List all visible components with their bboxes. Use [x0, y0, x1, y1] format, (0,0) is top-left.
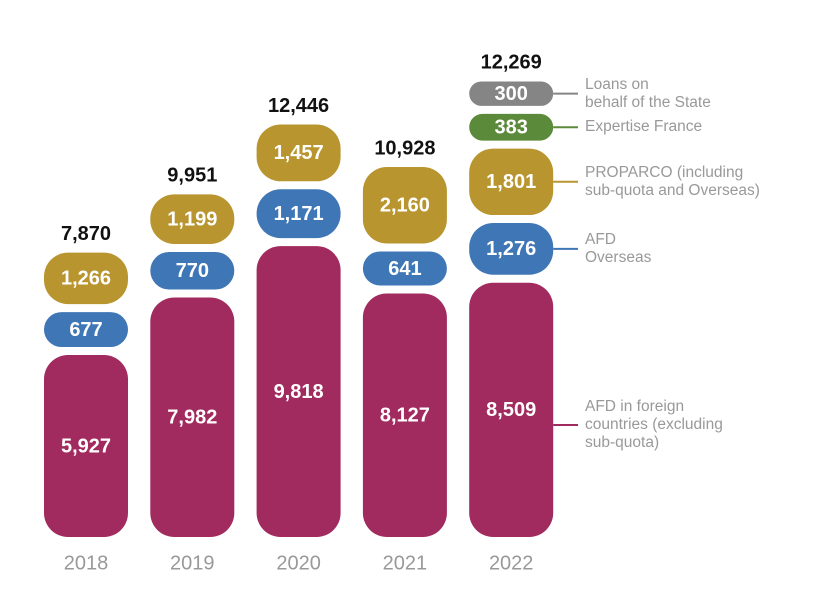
- bar-segment: [256, 124, 341, 182]
- bar-segment: [44, 312, 128, 348]
- bar-segment: [469, 81, 554, 106]
- x-tick-label: 2020: [276, 552, 321, 574]
- legend-entry: AFD Overseas: [585, 230, 652, 266]
- value-label: 300: [495, 83, 528, 105]
- legend-entry: Expertise France: [585, 118, 703, 136]
- x-tick-label: 2022: [489, 552, 534, 574]
- total-label: 10,928: [374, 137, 435, 159]
- bar-segment: [362, 251, 447, 286]
- value-label: 7,982: [167, 407, 217, 429]
- value-label: 8,509: [486, 399, 536, 421]
- value-label: 2,160: [380, 195, 430, 217]
- bar-segment: [469, 282, 554, 537]
- bar-segment: [469, 148, 554, 216]
- legend-entry: PROPARCO (including sub-quota and Overse…: [585, 163, 760, 199]
- value-label: 1,457: [274, 142, 324, 164]
- x-tick-label: 2021: [383, 552, 428, 574]
- value-label: 677: [69, 319, 102, 341]
- value-label: 5,927: [61, 435, 111, 457]
- bar-segment: [469, 113, 554, 141]
- bar-segment: [362, 167, 447, 244]
- value-label: 1,801: [486, 171, 536, 193]
- bar-segment: [362, 293, 447, 537]
- value-label: 1,266: [61, 268, 111, 290]
- bar-segment: [150, 194, 235, 244]
- value-label: 641: [388, 258, 421, 280]
- value-label: 383: [495, 117, 528, 139]
- bar-segment: [150, 251, 235, 290]
- value-label: 1,199: [167, 208, 217, 230]
- total-label: 12,446: [268, 95, 329, 117]
- total-label: 9,951: [167, 165, 217, 187]
- legend-entry: Loans on behalf of the State: [585, 75, 711, 111]
- value-label: 770: [176, 260, 209, 282]
- value-label: 1,171: [274, 203, 324, 225]
- bar-segment: [44, 355, 128, 537]
- x-tick-label: 2019: [170, 552, 215, 574]
- bar-segment: [150, 297, 235, 537]
- bar-segment: [44, 252, 128, 305]
- total-label: 12,269: [481, 52, 542, 74]
- bar-segment: [256, 246, 341, 537]
- bar-segment: [469, 223, 554, 275]
- total-label: 7,870: [61, 223, 111, 245]
- bar-segment: [256, 189, 341, 239]
- value-label: 1,276: [486, 238, 536, 260]
- x-tick-label: 2018: [64, 552, 109, 574]
- value-label: 8,127: [380, 405, 430, 427]
- value-label: 9,818: [274, 381, 324, 403]
- legend-entry: AFD in foreign countries (excluding sub-…: [585, 398, 723, 451]
